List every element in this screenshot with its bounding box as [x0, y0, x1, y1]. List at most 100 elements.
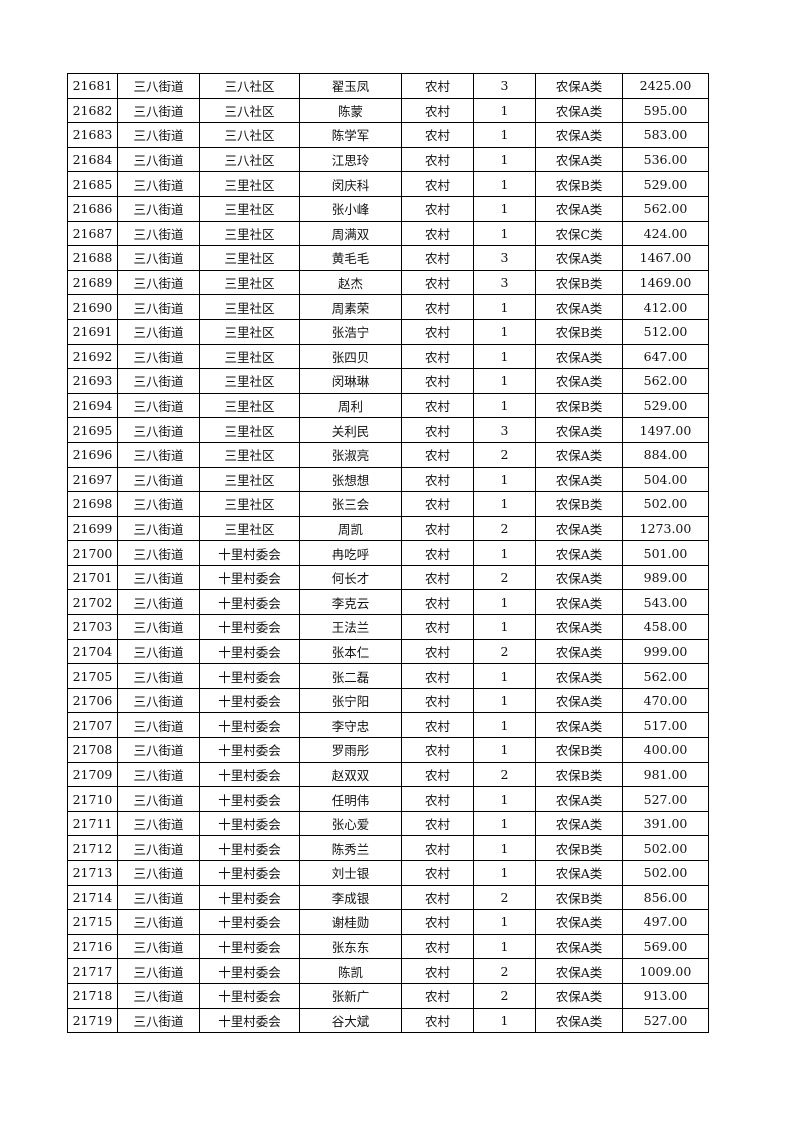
- table-row: 21718 三八街道 十里村委会 张新广 农村 2 农保A类 913.00: [67, 982, 709, 1009]
- insurance-category-cell: 农保B类: [535, 884, 623, 911]
- insurance-category-cell: 农保A类: [535, 786, 623, 812]
- insurance-category-cell: 农保A类: [535, 515, 623, 542]
- record-id-cell: 21705: [67, 663, 118, 689]
- person-count-cell: 1: [473, 663, 536, 689]
- insurance-category-cell: 农保A类: [535, 122, 623, 148]
- record-id-cell: 21713: [67, 860, 118, 886]
- person-count-cell: 3: [473, 269, 536, 296]
- household-type-cell: 农村: [401, 294, 474, 320]
- insurance-category-cell: 农保B类: [535, 761, 623, 788]
- amount-cell: 458.00: [622, 614, 709, 640]
- household-type-cell: 农村: [401, 638, 474, 665]
- table-row: 21719 三八街道 十里村委会 谷大斌 农村 1 农保A类 527.00: [67, 1007, 709, 1034]
- table-row: 21693 三八街道 三里社区 闵琳琳 农村 1 农保A类 562.00: [67, 368, 709, 394]
- table-row: 21684 三八街道 三八社区 江思玲 农村 1 农保A类 536.00: [67, 146, 709, 173]
- community-cell: 三里社区: [199, 515, 300, 542]
- record-id-cell: 21687: [67, 220, 118, 247]
- insurance-category-cell: 农保A类: [535, 146, 623, 173]
- record-id-cell: 21715: [67, 909, 118, 935]
- person-count-cell: 1: [473, 786, 536, 812]
- community-cell: 三里社区: [199, 269, 300, 296]
- insurance-category-cell: 农保C类: [535, 220, 623, 247]
- community-cell: 十里村委会: [199, 737, 300, 763]
- insurance-category-cell: 农保A类: [535, 638, 623, 665]
- table-row: 21715 三八街道 十里村委会 谢桂勋 农村 1 农保A类 497.00: [67, 909, 709, 935]
- household-type-cell: 农村: [401, 466, 474, 493]
- insurance-category-cell: 农保A类: [535, 614, 623, 640]
- amount-cell: 1469.00: [622, 269, 709, 296]
- amount-cell: 562.00: [622, 368, 709, 394]
- record-id-cell: 21690: [67, 294, 118, 320]
- amount-cell: 1497.00: [622, 417, 709, 443]
- household-type-cell: 农村: [401, 712, 474, 739]
- street-cell: 三八街道: [117, 540, 200, 566]
- insurance-category-cell: 农保B类: [535, 491, 623, 517]
- street-cell: 三八街道: [117, 269, 200, 296]
- person-count-cell: 1: [473, 1007, 536, 1034]
- person-count-cell: 1: [473, 97, 536, 124]
- name-cell: 张浩宁: [299, 318, 402, 345]
- household-type-cell: 农村: [401, 835, 474, 861]
- street-cell: 三八街道: [117, 392, 200, 419]
- insurance-category-cell: 农保A类: [535, 540, 623, 566]
- household-type-cell: 农村: [401, 441, 474, 468]
- community-cell: 三八社区: [199, 122, 300, 148]
- name-cell: 周利: [299, 392, 402, 419]
- community-cell: 三里社区: [199, 491, 300, 517]
- person-count-cell: 1: [473, 835, 536, 861]
- name-cell: 张本仁: [299, 638, 402, 665]
- household-type-cell: 农村: [401, 73, 474, 99]
- record-id-cell: 21684: [67, 146, 118, 173]
- record-id-cell: 21704: [67, 638, 118, 665]
- person-count-cell: 1: [473, 491, 536, 517]
- insurance-category-cell: 农保A类: [535, 958, 623, 984]
- record-id-cell: 21697: [67, 466, 118, 493]
- community-cell: 三里社区: [199, 392, 300, 419]
- household-type-cell: 农村: [401, 1007, 474, 1034]
- name-cell: 谷大斌: [299, 1007, 402, 1034]
- street-cell: 三八街道: [117, 220, 200, 247]
- community-cell: 十里村委会: [199, 540, 300, 566]
- street-cell: 三八街道: [117, 687, 200, 714]
- insurance-category-cell: 农保A类: [535, 368, 623, 394]
- street-cell: 三八街道: [117, 835, 200, 861]
- name-cell: 张二磊: [299, 663, 402, 689]
- household-type-cell: 农村: [401, 786, 474, 812]
- table-row: 21694 三八街道 三里社区 周利 农村 1 农保B类 529.00: [67, 392, 709, 419]
- insurance-category-cell: 农保A类: [535, 294, 623, 320]
- table-row: 21686 三八街道 三里社区 张小峰 农村 1 农保A类 562.00: [67, 195, 709, 222]
- household-type-cell: 农村: [401, 245, 474, 271]
- amount-cell: 400.00: [622, 737, 709, 763]
- table-row: 21697 三八街道 三里社区 张想想 农村 1 农保A类 504.00: [67, 466, 709, 493]
- community-cell: 十里村委会: [199, 810, 300, 837]
- name-cell: 关利民: [299, 417, 402, 443]
- street-cell: 三八街道: [117, 982, 200, 1009]
- name-cell: 刘士银: [299, 860, 402, 886]
- community-cell: 三里社区: [199, 195, 300, 222]
- insurance-category-cell: 农保B类: [535, 835, 623, 861]
- amount-cell: 527.00: [622, 1007, 709, 1034]
- household-type-cell: 农村: [401, 491, 474, 517]
- record-id-cell: 21683: [67, 122, 118, 148]
- amount-cell: 527.00: [622, 786, 709, 812]
- record-id-cell: 21702: [67, 589, 118, 616]
- person-count-cell: 2: [473, 515, 536, 542]
- insurance-category-cell: 农保A类: [535, 909, 623, 935]
- person-count-cell: 2: [473, 982, 536, 1009]
- insurance-category-cell: 农保A类: [535, 441, 623, 468]
- amount-cell: 517.00: [622, 712, 709, 739]
- amount-cell: 1467.00: [622, 245, 709, 271]
- insurance-category-cell: 农保A类: [535, 343, 623, 370]
- record-id-cell: 21686: [67, 195, 118, 222]
- street-cell: 三八街道: [117, 933, 200, 960]
- community-cell: 十里村委会: [199, 761, 300, 788]
- table-row: 21698 三八街道 三里社区 张三会 农村 1 农保B类 502.00: [67, 491, 709, 517]
- table-row: 21691 三八街道 三里社区 张浩宁 农村 1 农保B类 512.00: [67, 318, 709, 345]
- table-row: 21716 三八街道 十里村委会 张东东 农村 1 农保A类 569.00: [67, 933, 709, 960]
- household-type-cell: 农村: [401, 810, 474, 837]
- person-count-cell: 1: [473, 687, 536, 714]
- person-count-cell: 1: [473, 933, 536, 960]
- record-id-cell: 21711: [67, 810, 118, 837]
- name-cell: 陈蒙: [299, 97, 402, 124]
- amount-cell: 470.00: [622, 687, 709, 714]
